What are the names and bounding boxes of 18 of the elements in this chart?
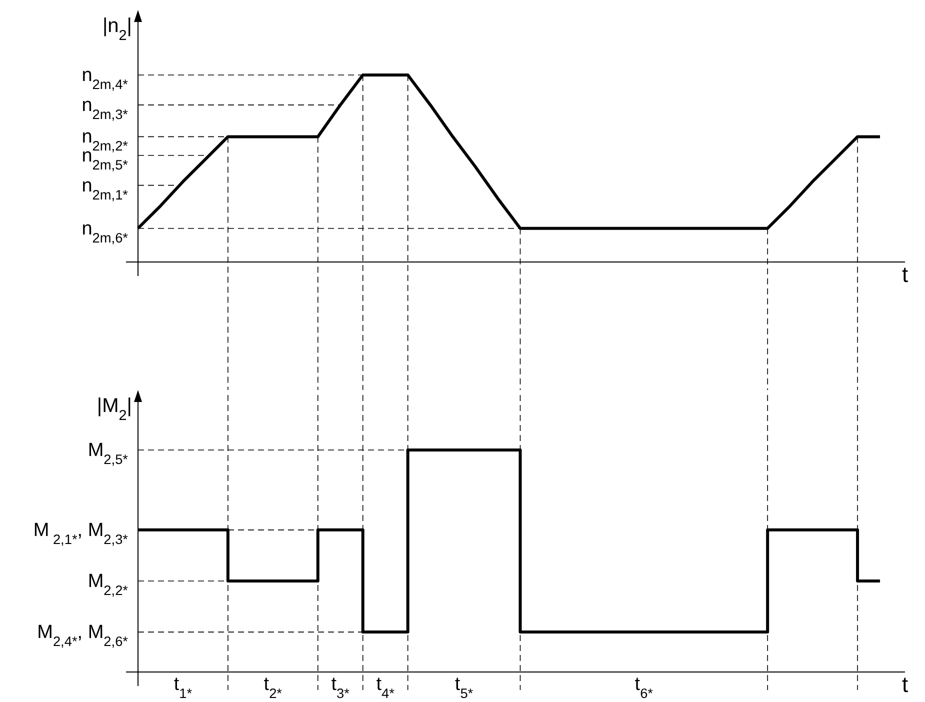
x-axis-title: t <box>902 262 908 287</box>
y-axis-title: |n$_{2}$| <box>102 15 132 44</box>
ref-line-label: n$_{2m,6*}$ <box>82 218 129 245</box>
text: t$_{4*}$ <box>376 674 396 700</box>
text: t$_{1*}$ <box>174 674 193 700</box>
ref-line-label: n$_{2m,4*}$ <box>82 65 129 92</box>
ref-line-label: M $_{2,1*}$, M$_{2,3*}$ <box>33 520 129 546</box>
text: t$_{2*}$ <box>264 674 283 700</box>
ref-line-label: n$_{2m,1*}$ <box>82 175 129 202</box>
text: t$_{6*}$ <box>634 674 654 700</box>
text: t$_{5*}$ <box>454 674 474 700</box>
ref-line-label: n$_{2m,3*}$ <box>82 94 129 122</box>
text: t$_{3*}$ <box>331 674 350 700</box>
ref-line-label: M$_{2,2*}$ <box>88 570 129 598</box>
ref-line-label: M$_{2,5*}$ <box>88 440 129 466</box>
ref-line-label: M$_{2,4*}$, M$_{2,6*}$ <box>37 622 129 649</box>
y-axis-title: |M$_{2}$| <box>96 395 132 424</box>
x-axis-title: t <box>902 672 908 697</box>
